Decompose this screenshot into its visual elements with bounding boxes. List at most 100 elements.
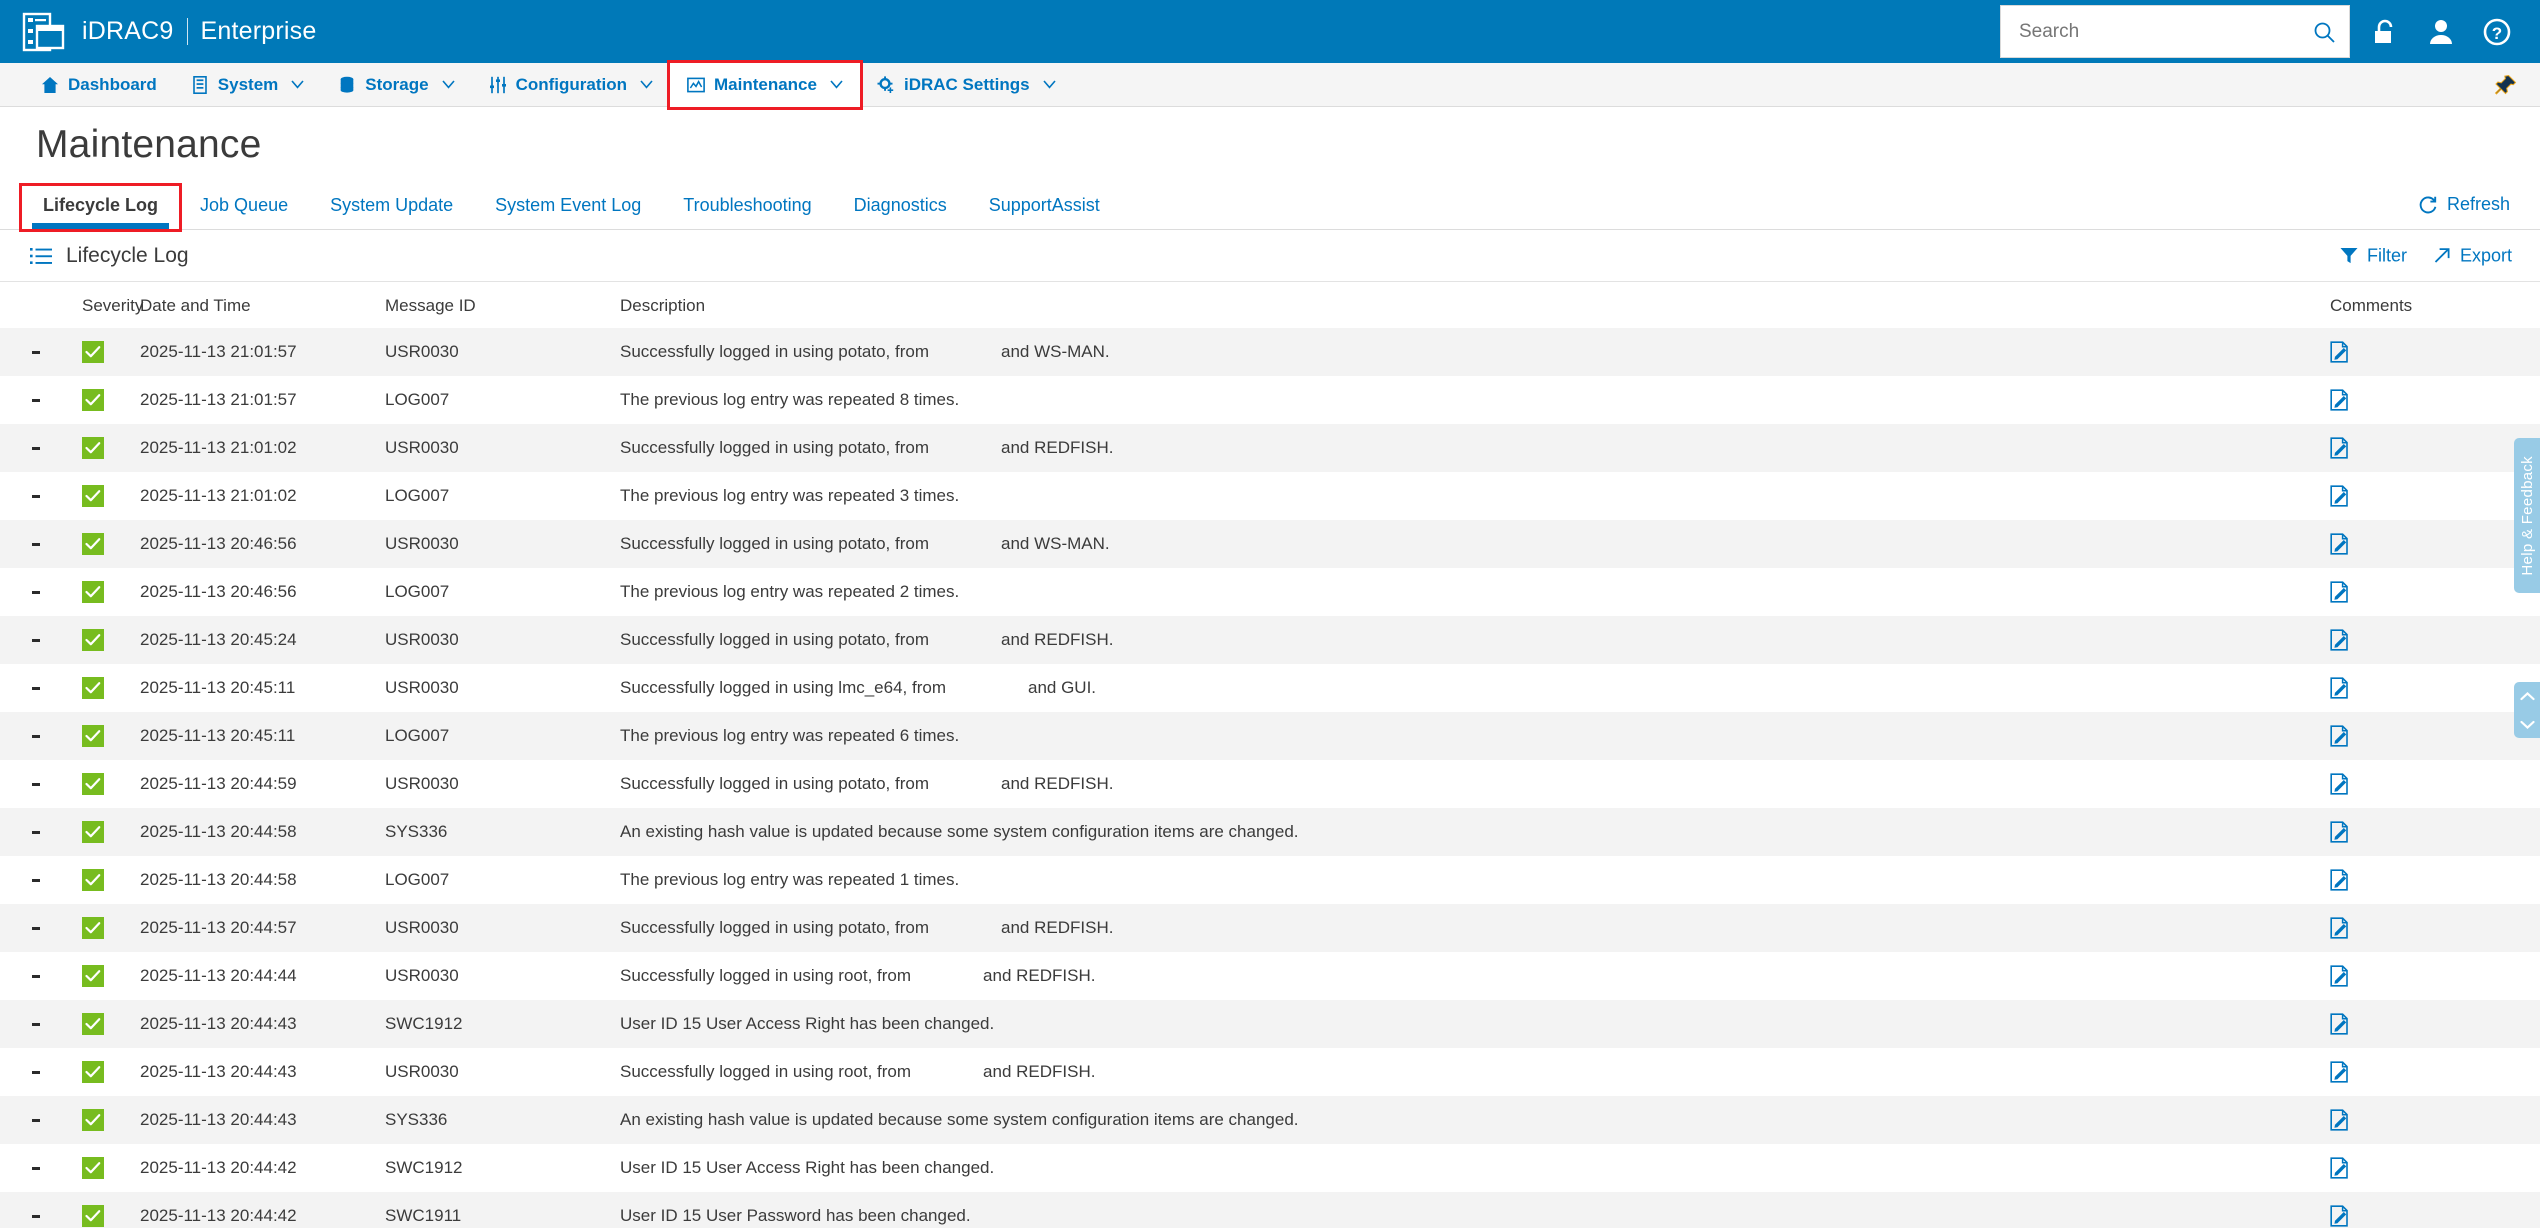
description-cell: User ID 15 User Access Right has been ch…: [620, 1000, 2330, 1048]
table-row[interactable]: 2025-11-13 20:44:57 USR0030 Successfully l…: [0, 904, 2540, 952]
edit-note-icon[interactable]: [2330, 1157, 2350, 1179]
unlock-icon[interactable]: [2368, 15, 2402, 49]
edit-note-icon[interactable]: [2330, 533, 2350, 555]
table-row[interactable]: 2025-11-13 20:44:44 USR0030 Successfully l…: [0, 952, 2540, 1000]
datetime-cell: 2025-11-13 21:01:57: [140, 390, 297, 409]
table-row[interactable]: 2025-11-13 20:45:24 USR0030 Successfully l…: [0, 616, 2540, 664]
tab-job-queue[interactable]: Job Queue: [179, 196, 309, 229]
edit-note-icon[interactable]: [2330, 1109, 2350, 1131]
description-cell: The previous log entry was repeated 8 ti…: [620, 376, 2330, 424]
nav-item-configuration[interactable]: Configuration: [472, 63, 670, 107]
plus-icon[interactable]: [32, 1205, 40, 1227]
tab-system-update[interactable]: System Update: [309, 196, 474, 229]
nav-item-dashboard[interactable]: Dashboard: [24, 63, 174, 107]
edit-note-icon[interactable]: [2330, 869, 2350, 891]
plus-icon[interactable]: [32, 869, 40, 891]
plus-icon[interactable]: [32, 1157, 40, 1179]
edit-note-icon[interactable]: [2330, 677, 2350, 699]
edit-note-icon[interactable]: [2330, 821, 2350, 843]
table-row[interactable]: 2025-11-13 20:44:42 SWC1912 User ID 15 Use…: [0, 1144, 2540, 1192]
table-row[interactable]: 2025-11-13 20:45:11 LOG007 The previous lo…: [0, 712, 2540, 760]
plus-icon[interactable]: [32, 677, 40, 699]
table-row[interactable]: 2025-11-13 20:44:43 SWC1912 User ID 15 Use…: [0, 1000, 2540, 1048]
edit-note-icon[interactable]: [2330, 341, 2350, 363]
pin-icon[interactable]: [2494, 73, 2518, 97]
table-row[interactable]: 2025-11-13 21:01:57 LOG007 The previous lo…: [0, 376, 2540, 424]
plus-icon[interactable]: [32, 1013, 40, 1035]
edit-note-icon[interactable]: [2330, 389, 2350, 411]
edit-note-icon[interactable]: [2330, 1205, 2350, 1227]
plus-icon[interactable]: [32, 533, 40, 555]
plus-icon[interactable]: [32, 773, 40, 795]
plus-icon[interactable]: [32, 965, 40, 987]
row-expand-cell: [0, 808, 40, 856]
help-icon[interactable]: ?: [2480, 15, 2514, 49]
tab-troubleshooting[interactable]: Troubleshooting: [662, 196, 832, 229]
description-cell: An existing hash value is updated becaus…: [620, 808, 2330, 856]
search-box[interactable]: [2000, 5, 2350, 58]
tab-label: Troubleshooting: [683, 195, 812, 215]
table-row[interactable]: 2025-11-13 20:46:56 USR0030 Successfully l…: [0, 520, 2540, 568]
chevron-down-icon[interactable]: [2519, 719, 2535, 730]
col-severity[interactable]: Severity: [40, 282, 143, 328]
col-message-id[interactable]: Message ID: [385, 282, 620, 328]
table-row[interactable]: 2025-11-13 21:01:02 USR0030 Successfully l…: [0, 424, 2540, 472]
plus-icon[interactable]: [32, 1061, 40, 1083]
edit-note-icon[interactable]: [2330, 965, 2350, 987]
table-row[interactable]: 2025-11-13 20:45:11 USR0030 Successfully l…: [0, 664, 2540, 712]
description-cell: The previous log entry was repeated 6 ti…: [620, 712, 2330, 760]
edit-note-icon[interactable]: [2330, 725, 2350, 747]
plus-icon[interactable]: [32, 725, 40, 747]
table-row[interactable]: 2025-11-13 20:44:59 USR0030 Successfully l…: [0, 760, 2540, 808]
page-container: Maintenance Lifecycle Log Job Queue System…: [0, 107, 2540, 1228]
table-row[interactable]: 2025-11-13 21:01:57 USR0030 Successfully l…: [0, 328, 2540, 376]
user-icon[interactable]: [2424, 15, 2458, 49]
edit-note-icon[interactable]: [2330, 1061, 2350, 1083]
export-button[interactable]: Export: [2433, 245, 2512, 266]
plus-icon[interactable]: [32, 581, 40, 603]
plus-icon[interactable]: [32, 629, 40, 651]
plus-icon[interactable]: [32, 437, 40, 459]
search-input[interactable]: [2001, 6, 2349, 57]
table-row[interactable]: 2025-11-13 20:44:42 SWC1911 User ID 15 Use…: [0, 1192, 2540, 1228]
edit-note-icon[interactable]: [2330, 485, 2350, 507]
tab-lifecycle-log[interactable]: Lifecycle Log: [18, 183, 183, 232]
tab-diagnostics[interactable]: Diagnostics: [833, 196, 968, 229]
edit-note-icon[interactable]: [2330, 581, 2350, 603]
table-row[interactable]: 2025-11-13 20:44:43 USR0030 Successfully l…: [0, 1048, 2540, 1096]
col-datetime[interactable]: Date and Time: [140, 282, 385, 328]
table-row[interactable]: 2025-11-13 20:44:58 SYS336 An existing has…: [0, 808, 2540, 856]
tab-system-event-log[interactable]: System Event Log: [474, 196, 662, 229]
col-comments[interactable]: Comments: [2330, 282, 2540, 328]
chevron-down-icon: [287, 80, 304, 89]
table-row[interactable]: 2025-11-13 20:44:43 SYS336 An existing has…: [0, 1096, 2540, 1144]
nav-item-storage[interactable]: Storage: [321, 63, 471, 107]
col-description[interactable]: Description: [620, 282, 2330, 328]
table-row[interactable]: 2025-11-13 20:44:58 LOG007 The previous lo…: [0, 856, 2540, 904]
nav-item-system[interactable]: System: [174, 63, 321, 107]
plus-icon[interactable]: [32, 917, 40, 939]
filter-button[interactable]: Filter: [2340, 245, 2407, 266]
chevron-up-icon[interactable]: [2519, 691, 2535, 702]
edit-note-icon[interactable]: [2330, 917, 2350, 939]
plus-icon[interactable]: [32, 389, 40, 411]
edit-note-icon[interactable]: [2330, 773, 2350, 795]
plus-icon[interactable]: [32, 341, 40, 363]
plus-icon[interactable]: [32, 1109, 40, 1131]
col-expand: [0, 282, 40, 328]
table-row[interactable]: 2025-11-13 21:01:02 LOG007 The previous lo…: [0, 472, 2540, 520]
nav-item-maintenance[interactable]: Maintenance: [667, 59, 863, 110]
edit-note-icon[interactable]: [2330, 437, 2350, 459]
edit-note-icon[interactable]: [2330, 1013, 2350, 1035]
nav-item-idrac-settings[interactable]: iDRAC Settings: [860, 63, 1073, 107]
plus-icon[interactable]: [32, 485, 40, 507]
refresh-button[interactable]: Refresh: [2418, 194, 2510, 215]
scroll-controls[interactable]: [2514, 682, 2540, 738]
tab-supportassist[interactable]: SupportAssist: [968, 196, 1121, 229]
table-row[interactable]: 2025-11-13 20:46:56 LOG007 The previous lo…: [0, 568, 2540, 616]
help-feedback-tab[interactable]: Help & Feedback: [2514, 438, 2540, 593]
search-icon[interactable]: [2313, 21, 2335, 43]
edit-note-icon[interactable]: [2330, 629, 2350, 651]
plus-icon[interactable]: [32, 821, 40, 843]
header-right-controls: ?: [2000, 0, 2540, 63]
